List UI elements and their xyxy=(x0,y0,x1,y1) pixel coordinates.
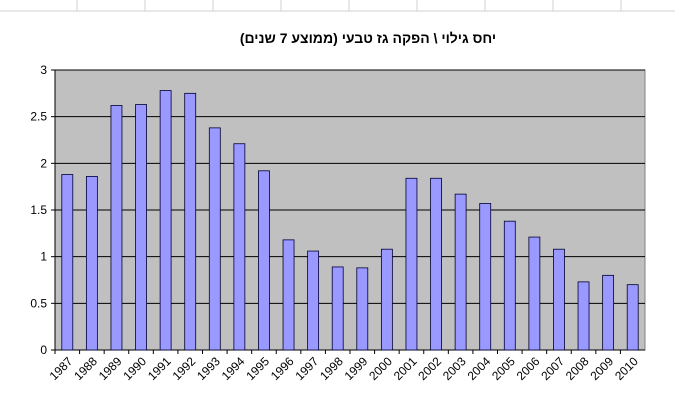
bar xyxy=(61,174,74,351)
x-tick-label: 1997 xyxy=(292,354,321,383)
bar xyxy=(602,274,615,351)
bar xyxy=(85,175,98,351)
bar xyxy=(184,92,197,351)
y-tick-label: 1.5 xyxy=(30,203,47,217)
bar xyxy=(553,248,565,351)
y-tick-label: 2 xyxy=(40,156,47,170)
x-tick-label: 1990 xyxy=(120,354,149,383)
bar xyxy=(356,267,369,351)
y-tick-label: 1 xyxy=(40,250,47,264)
bar xyxy=(430,177,442,351)
x-tick-label: 2000 xyxy=(366,354,395,383)
bar xyxy=(528,236,541,351)
chart-title: יחס גילוי \ הפקה גז טבעי (ממוצע 7 שנים) xyxy=(240,30,496,46)
bar xyxy=(626,284,639,351)
y-tick-label: 2.5 xyxy=(30,110,47,124)
x-tick-label: 1987 xyxy=(47,354,76,383)
bar xyxy=(380,248,393,351)
x-tick-label: 1999 xyxy=(342,354,371,383)
bar xyxy=(479,203,492,351)
x-tick-label: 1996 xyxy=(268,354,297,383)
x-tick-label: 1991 xyxy=(145,354,174,383)
bar xyxy=(208,127,221,351)
bar xyxy=(307,250,320,351)
x-tick-label: 1994 xyxy=(219,354,248,383)
x-tick-label: 2005 xyxy=(489,354,518,383)
x-tick-label: 2006 xyxy=(514,354,543,383)
bar xyxy=(503,220,516,351)
y-tick-label: 3 xyxy=(40,63,47,77)
bar xyxy=(331,266,344,351)
x-tick-label: 2007 xyxy=(538,354,567,383)
x-tick-label: 2001 xyxy=(391,354,420,383)
x-tick-label: 2003 xyxy=(440,354,469,383)
x-tick-label: 2008 xyxy=(563,354,592,383)
bar xyxy=(110,105,123,351)
bar xyxy=(258,170,270,351)
x-tick-label: 2009 xyxy=(587,354,616,383)
bar xyxy=(577,281,590,351)
bar xyxy=(233,143,246,351)
x-tick-label: 1995 xyxy=(243,354,272,383)
x-tick-label: 1993 xyxy=(194,354,223,383)
y-tick-label: 0.5 xyxy=(30,296,47,310)
y-tick-label: 0 xyxy=(40,343,47,357)
bar xyxy=(159,90,172,351)
x-tick-label: 2004 xyxy=(465,354,494,383)
x-tick-label: 1998 xyxy=(317,354,346,383)
bar xyxy=(135,104,147,351)
bar xyxy=(454,193,467,351)
x-tick-label: 1992 xyxy=(170,354,199,383)
x-tick-label: 1988 xyxy=(71,354,100,383)
x-tick-label: 2002 xyxy=(415,354,444,383)
x-tick-label: 2010 xyxy=(612,354,641,383)
bar xyxy=(282,239,295,351)
sheet-cells xyxy=(0,0,675,12)
x-tick-label: 1989 xyxy=(96,354,125,383)
bar xyxy=(405,177,418,351)
